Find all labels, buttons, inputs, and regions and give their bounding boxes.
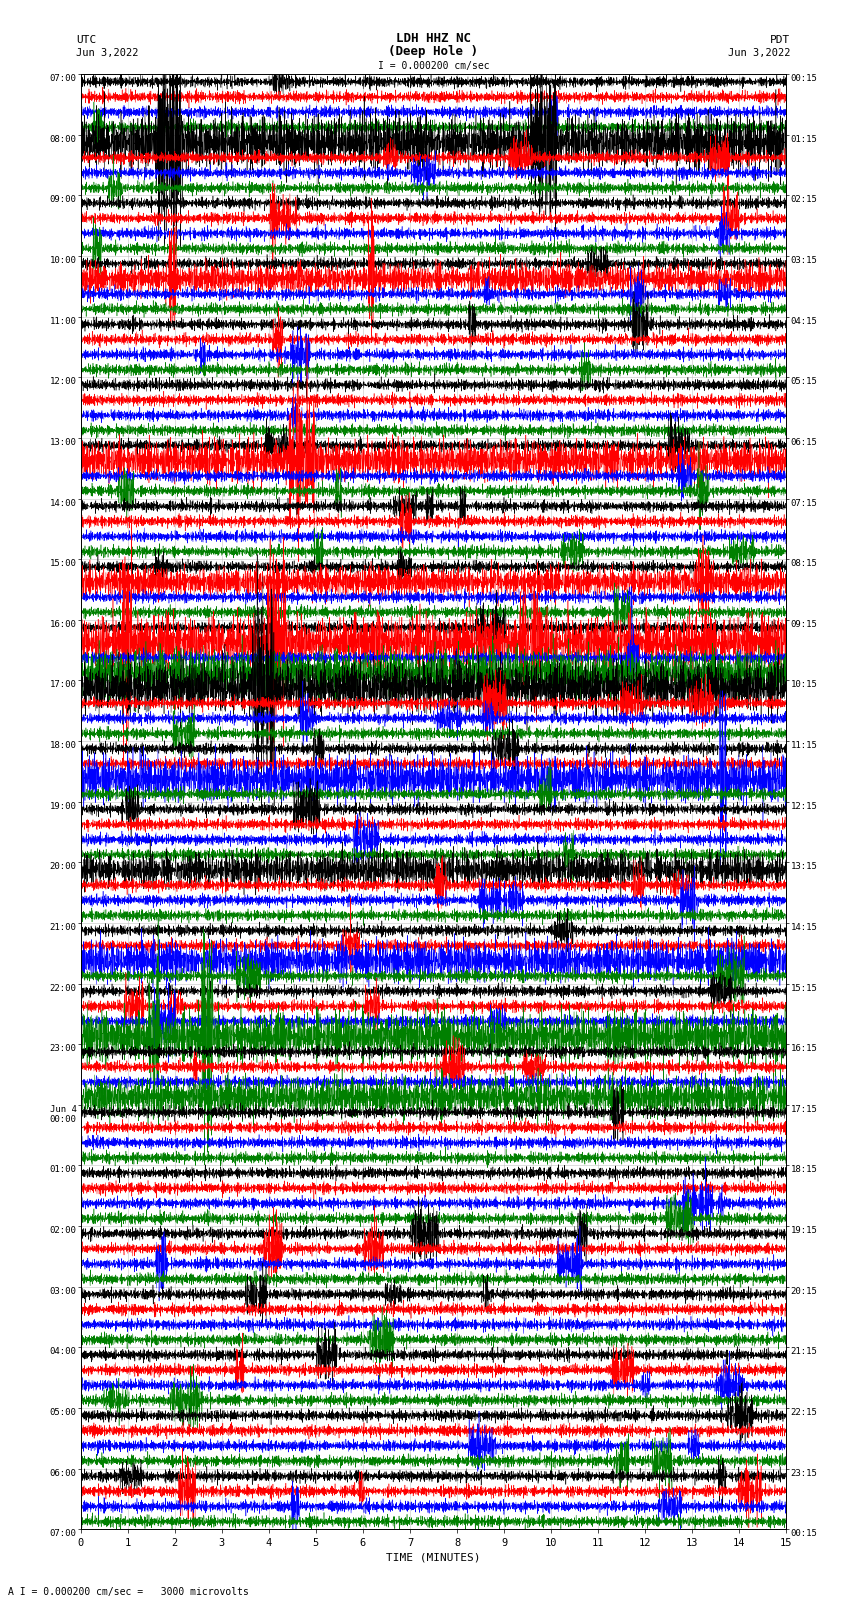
Text: Jun 3,2022: Jun 3,2022	[76, 48, 139, 58]
Text: UTC: UTC	[76, 35, 97, 45]
Text: Jun 3,2022: Jun 3,2022	[728, 48, 791, 58]
Text: A I = 0.000200 cm/sec =   3000 microvolts: A I = 0.000200 cm/sec = 3000 microvolts	[8, 1587, 249, 1597]
Text: PDT: PDT	[770, 35, 790, 45]
Text: (Deep Hole ): (Deep Hole )	[388, 45, 479, 58]
Text: LDH HHZ NC: LDH HHZ NC	[396, 32, 471, 45]
Text: I = 0.000200 cm/sec: I = 0.000200 cm/sec	[377, 61, 490, 71]
X-axis label: TIME (MINUTES): TIME (MINUTES)	[386, 1552, 481, 1563]
